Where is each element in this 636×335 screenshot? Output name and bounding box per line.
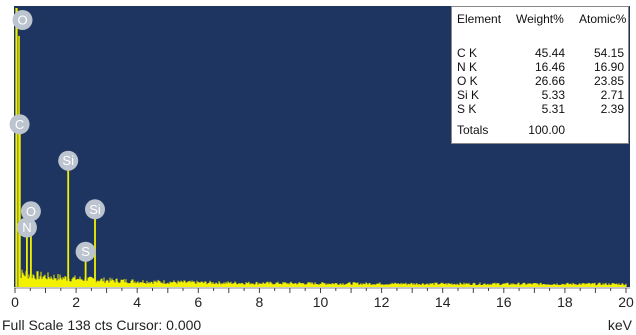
x-tick-label: 16 bbox=[496, 294, 512, 310]
element-cell: N K bbox=[457, 60, 478, 74]
peak-marker bbox=[12, 10, 33, 30]
peak-marker-label: O bbox=[17, 13, 27, 28]
peak-marker bbox=[20, 201, 41, 222]
x-tick-label: 14 bbox=[435, 294, 451, 310]
peak-marker bbox=[75, 241, 96, 262]
table-row: O K 26.66 23.85 bbox=[452, 74, 628, 88]
peak-marker-label: S bbox=[81, 244, 90, 259]
totals-weight: 100.00 bbox=[528, 123, 565, 137]
x-tick-label: 0 bbox=[11, 294, 19, 310]
peak-marker-label: Si bbox=[62, 153, 74, 168]
spectrum-continuum bbox=[18, 269, 627, 287]
atomic-cell: 16.90 bbox=[593, 60, 624, 74]
peak-marker-label: C bbox=[15, 117, 24, 132]
element-cell: S K bbox=[457, 102, 477, 116]
atomic-cell: 54.15 bbox=[593, 46, 624, 60]
weight-cell: 5.33 bbox=[541, 88, 565, 102]
atomic-cell: 2.39 bbox=[600, 102, 624, 116]
peak-marker-label: N bbox=[22, 220, 31, 235]
x-tick-label: 4 bbox=[133, 294, 141, 310]
weight-cell: 5.31 bbox=[541, 102, 565, 116]
weight-cell: 45.44 bbox=[534, 46, 565, 60]
x-tick-label: 18 bbox=[557, 294, 573, 310]
peak-marker-label: O bbox=[26, 204, 36, 219]
element-cell: O K bbox=[457, 74, 478, 88]
atomic-cell: 23.85 bbox=[593, 74, 624, 88]
spectrum-layer bbox=[15, 8, 627, 287]
peak-marker bbox=[9, 114, 30, 135]
peak-marker bbox=[58, 150, 79, 171]
table-header-weight: Weight% bbox=[516, 12, 564, 26]
x-tick-label: 12 bbox=[374, 294, 390, 310]
weight-cell: 26.66 bbox=[534, 74, 565, 88]
totals-label: Totals bbox=[457, 123, 489, 137]
table-row: Si K 5.33 2.71 bbox=[452, 88, 628, 102]
peak-marker bbox=[16, 217, 37, 238]
x-axis-unit-label: keV bbox=[607, 317, 632, 333]
table-header-atomic: Atomic% bbox=[579, 12, 627, 26]
peak-marker-label: Si bbox=[89, 202, 101, 217]
status-line: Full Scale 138 cts Cursor: 0.000 bbox=[2, 317, 202, 333]
table-row: S K 5.31 2.39 bbox=[452, 102, 628, 116]
x-axis: 0 2 4 6 8 10 12 14 16 18 20 bbox=[11, 287, 634, 310]
atomic-cell: 2.71 bbox=[600, 88, 624, 102]
table-row: N K 16.46 16.90 bbox=[452, 60, 628, 74]
x-tick-label: 10 bbox=[313, 294, 329, 310]
table-row: C K 45.44 54.15 bbox=[452, 46, 628, 60]
element-cell: Si K bbox=[457, 88, 480, 102]
table-totals-row: Totals 100.00 bbox=[452, 123, 628, 137]
quantification-table: Element Weight% Atomic% C K 45.44 54.15 … bbox=[451, 6, 629, 144]
x-tick-label: 20 bbox=[618, 294, 634, 310]
peak-marker bbox=[85, 199, 105, 220]
x-tick-label: 8 bbox=[256, 294, 264, 310]
table-header-element: Element bbox=[457, 12, 502, 26]
x-tick-label: 6 bbox=[194, 294, 202, 310]
x-tick-label: 2 bbox=[72, 294, 80, 310]
element-cell: C K bbox=[457, 46, 478, 60]
weight-cell: 16.46 bbox=[534, 60, 565, 74]
